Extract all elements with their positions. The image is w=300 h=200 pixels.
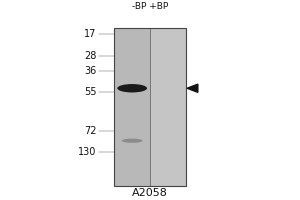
Bar (114, 28, 186, 186)
Text: 28: 28 (84, 51, 97, 61)
Bar (114, 28, 186, 186)
Text: 72: 72 (84, 126, 97, 136)
Text: A2058: A2058 (132, 188, 168, 198)
Text: -BP +BP: -BP +BP (132, 2, 168, 11)
Ellipse shape (117, 84, 147, 92)
Ellipse shape (122, 139, 142, 143)
Text: 36: 36 (84, 66, 97, 76)
Text: 17: 17 (84, 29, 97, 39)
Text: 130: 130 (78, 147, 97, 157)
Bar (114, 28, 150, 186)
Text: 55: 55 (84, 87, 97, 97)
Bar (150, 28, 186, 186)
Polygon shape (187, 84, 198, 92)
